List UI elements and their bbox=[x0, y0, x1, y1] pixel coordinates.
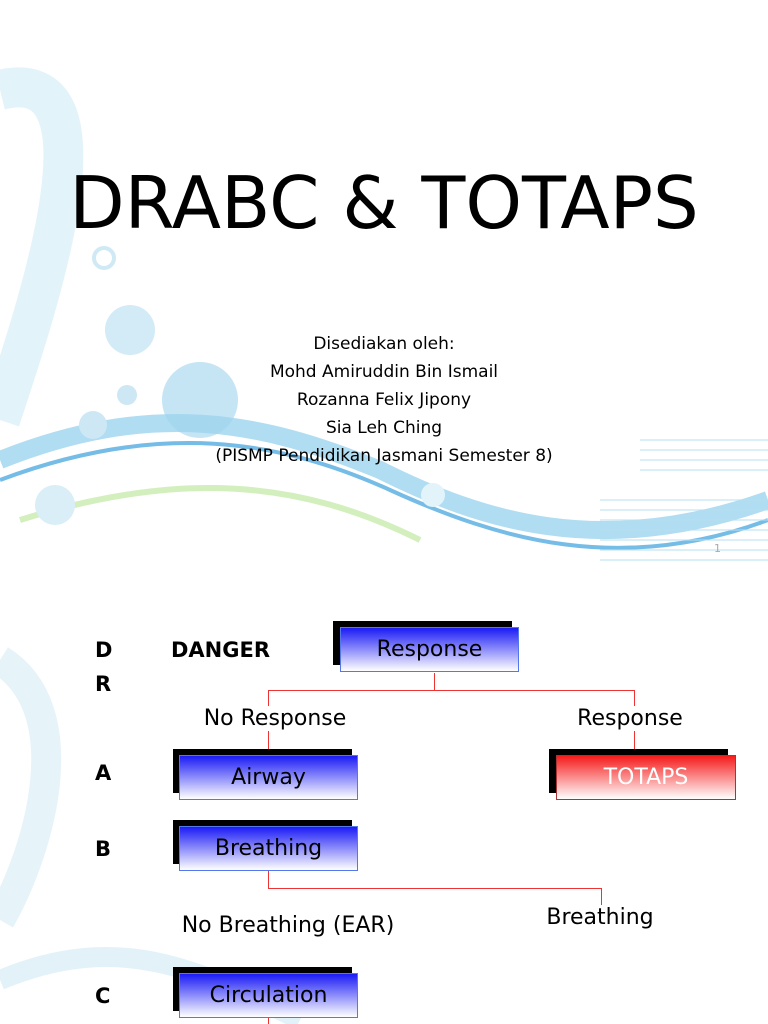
letter-c: C bbox=[95, 984, 111, 1008]
no-response-label: No Response bbox=[199, 706, 351, 731]
letter-r: R bbox=[95, 672, 112, 696]
danger-label: DANGER bbox=[171, 638, 271, 662]
page-number: 1 bbox=[714, 542, 721, 555]
breathing-box: Breathing bbox=[179, 826, 358, 871]
wave-background-graphic bbox=[0, 67, 768, 561]
response-box: Response bbox=[340, 627, 519, 672]
credits-line: Rozanna Felix Jipony bbox=[296, 390, 472, 410]
title-slide: DRABC & TOTAPS Disediakan oleh: Mohd Ami… bbox=[0, 67, 768, 561]
credits: Disediakan oleh: Mohd Amiruddin Bin Isma… bbox=[0, 330, 768, 470]
letter-a: A bbox=[95, 761, 112, 785]
connector-line bbox=[268, 690, 635, 691]
breathing-label: Breathing bbox=[542, 905, 658, 930]
credits-line: Disediakan oleh: bbox=[313, 334, 455, 354]
connector-line bbox=[434, 673, 435, 690]
letter-d: D bbox=[95, 638, 113, 662]
no-breathing-label: No Breathing (EAR) bbox=[177, 913, 399, 938]
connector-line bbox=[268, 1018, 269, 1024]
credits-line: (PISMP Pendidikan Jasmani Semester 8) bbox=[215, 446, 553, 466]
drabc-flowchart-slide: D R A B C DANGER Response No Response Re… bbox=[0, 590, 768, 1024]
credits-line: Mohd Amiruddin Bin Ismail bbox=[269, 362, 499, 382]
connector-line bbox=[601, 888, 602, 906]
letter-b: B bbox=[95, 837, 112, 861]
connector-line bbox=[268, 871, 269, 888]
slide-title: DRABC & TOTAPS bbox=[69, 161, 699, 245]
credits-line: Sia Leh Ching bbox=[325, 418, 443, 438]
response-label: Response bbox=[573, 706, 687, 731]
circulation-box: Circulation bbox=[179, 973, 358, 1018]
totaps-box: TOTAPS bbox=[556, 755, 736, 800]
airway-box: Airway bbox=[179, 755, 358, 800]
connector-line bbox=[268, 888, 602, 889]
